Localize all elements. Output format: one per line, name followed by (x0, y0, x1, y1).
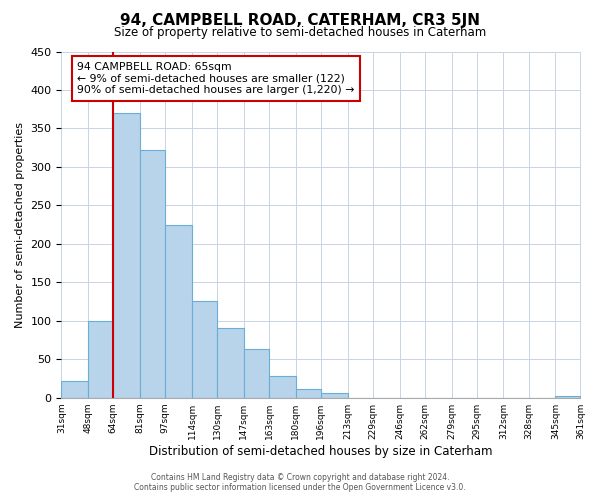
Bar (269, 376, 296, 398)
Bar (244, 349, 269, 398)
Bar (88, 321, 113, 398)
Y-axis label: Number of semi-detached properties: Number of semi-detached properties (15, 122, 25, 328)
Bar (113, 113, 140, 398)
Text: 94, CAMPBELL ROAD, CATERHAM, CR3 5JN: 94, CAMPBELL ROAD, CATERHAM, CR3 5JN (120, 12, 480, 28)
X-axis label: Distribution of semi-detached houses by size in Caterham: Distribution of semi-detached houses by … (149, 444, 493, 458)
Text: Contains HM Land Registry data © Crown copyright and database right 2024.
Contai: Contains HM Land Registry data © Crown c… (134, 473, 466, 492)
Bar (321, 393, 347, 398)
Bar (217, 328, 244, 398)
Bar (165, 224, 192, 398)
Bar (140, 150, 165, 398)
Text: 94 CAMPBELL ROAD: 65sqm
← 9% of semi-detached houses are smaller (122)
90% of se: 94 CAMPBELL ROAD: 65sqm ← 9% of semi-det… (77, 62, 355, 95)
Bar (556, 396, 580, 398)
Bar (61, 381, 88, 398)
Text: Size of property relative to semi-detached houses in Caterham: Size of property relative to semi-detach… (114, 26, 486, 39)
Bar (192, 301, 217, 398)
Bar (296, 389, 321, 398)
